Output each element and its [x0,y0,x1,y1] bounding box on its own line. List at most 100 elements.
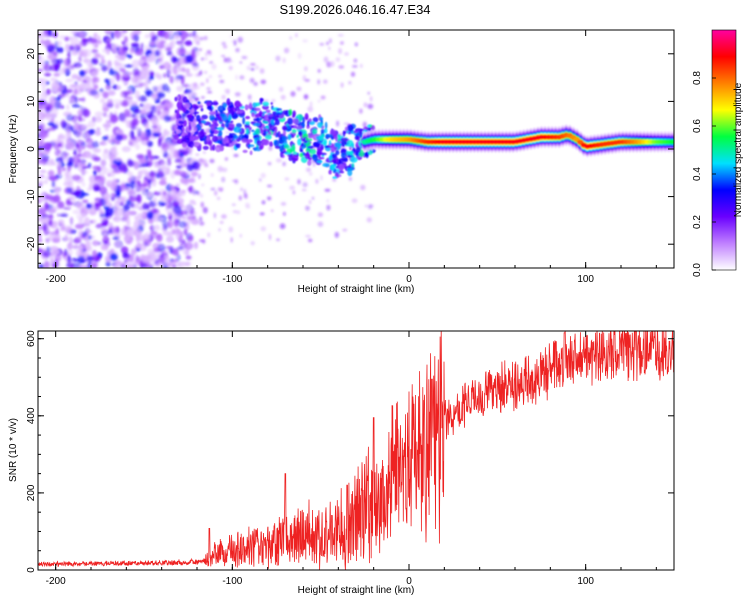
noise-blob [95,116,103,123]
ridge-blob [328,169,332,175]
ridge-blob [227,134,235,139]
noise-blob [203,57,208,60]
noise-blob [124,42,129,47]
noise-blob [161,134,165,142]
noise-blob [305,205,310,211]
noise-blob [162,61,172,70]
noise-blob [74,162,78,167]
noise-blob [156,109,161,116]
noise-blob [233,39,237,46]
noise-blob [228,65,233,71]
noise-blob [115,134,123,142]
noise-blob [148,135,157,140]
noise-blob [198,158,205,164]
noise-blob [122,252,131,259]
noise-blob [89,89,99,96]
noise-blob [78,117,86,122]
noise-blob [254,65,260,70]
noise-blob [282,57,286,64]
ridge-blob [274,145,282,149]
ridge-blob [244,104,249,111]
noise-blob [191,48,196,58]
chart-title: S199.2026.046.16.47.E34 [279,2,430,17]
snr-y-label: SNR (10 * v/v) [8,418,19,482]
noise-blob [87,162,92,169]
noise-blob [210,188,216,191]
noise-blob [98,172,105,177]
noise-blob [186,33,196,37]
noise-blob [38,238,43,243]
noise-blob [160,201,166,207]
noise-blob [67,242,73,250]
ridge-blob [276,108,282,111]
noise-blob [66,104,70,111]
ridge-blob [359,128,363,136]
noise-blob [162,224,168,231]
noise-blob [221,214,227,219]
noise-blob [123,212,130,220]
noise-blob [132,34,138,42]
ridge-blob [211,144,216,151]
ridge-blob [298,130,303,136]
ridge-blob [226,98,231,106]
noise-blob [150,250,155,258]
noise-blob [47,220,54,227]
noise-blob [127,160,135,167]
noise-blob [359,108,363,114]
noise-blob [203,35,208,41]
noise-blob [68,137,73,141]
ridge-blob [292,132,296,136]
noise-blob [328,38,332,44]
noise-blob [261,200,266,205]
ridge-blob [256,139,262,147]
noise-blob [175,74,184,80]
noise-blob [43,260,50,268]
ridge-blob [330,163,337,167]
ridge-blob [323,140,327,147]
noise-blob [106,102,114,108]
noise-blob [297,52,302,60]
noise-blob [185,54,194,63]
noise-blob [151,125,158,129]
noise-blob [73,190,81,196]
ridge-blob [325,133,333,138]
noise-blob [65,198,71,205]
colorbar-gradient [711,29,737,271]
ridge-blob [280,151,284,158]
noise-blob [43,63,51,72]
noise-blob [341,41,345,45]
noise-blob [250,63,256,66]
noise-blob [139,230,143,238]
noise-blob [138,59,144,66]
noise-blob [260,172,266,179]
noise-blob [302,75,307,81]
noise-blob [69,36,73,40]
ridge-blob [182,96,188,104]
ridge-blob [287,133,292,141]
ridge-blob [249,102,253,110]
noise-blob [246,65,251,71]
noise-blob [187,89,195,97]
noise-blob [128,181,136,190]
noise-blob [176,187,180,192]
noise-blob [155,40,160,48]
noise-blob [88,36,93,42]
noise-blob [38,151,44,157]
noise-blob [174,61,181,69]
noise-blob [139,261,144,268]
noise-blob [102,107,110,113]
spectrogram-content [38,30,674,268]
noise-blob [131,59,140,68]
noise-blob [221,55,226,57]
noise-blob [107,183,111,187]
noise-blob [138,82,146,87]
noise-blob [90,57,99,65]
noise-blob [367,204,373,210]
noise-blob [336,120,339,127]
noise-blob [112,99,122,103]
noise-blob [80,158,87,165]
x-tick-label: 100 [577,274,594,285]
noise-blob [101,64,108,72]
ridge-blob [202,145,209,150]
ridge-blob [314,143,320,148]
